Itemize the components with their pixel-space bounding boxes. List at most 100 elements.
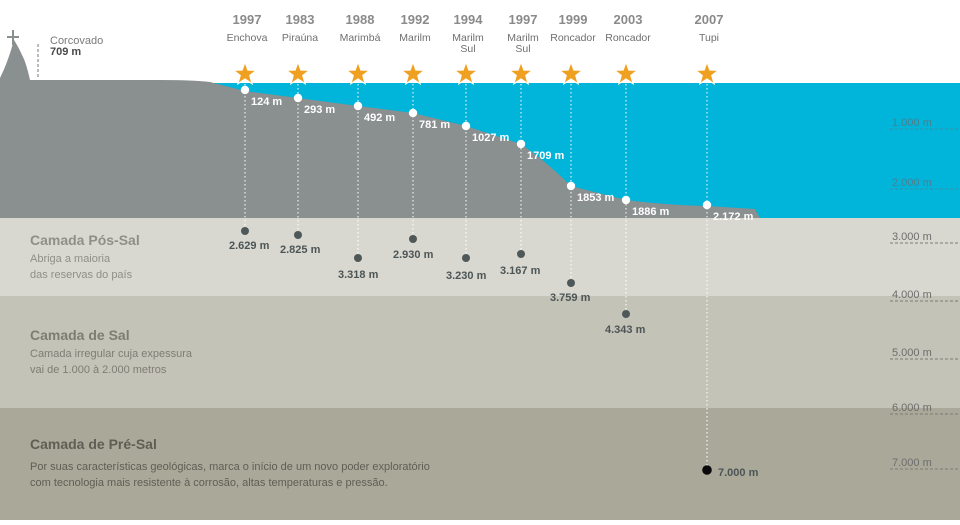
seabed-dot — [293, 93, 303, 103]
pre-sal-desc-line-2: com tecnologia mais resistente à corrosã… — [30, 477, 388, 489]
pos-sal-desc-line-1: Abriga a maioria — [30, 253, 111, 265]
seabed-dot — [408, 108, 418, 118]
total-depth-dot — [241, 227, 249, 235]
platform-star-icon — [231, 60, 259, 86]
depth-scale-label: 3.000 m — [892, 231, 932, 243]
field-year: 2003 — [614, 12, 643, 27]
total-depth-label: 2.825 m — [280, 244, 321, 256]
sal-layer — [0, 296, 960, 408]
total-depth-dot — [622, 310, 630, 318]
field-year: 1983 — [286, 12, 315, 27]
water-depth-label: 2.172 m — [713, 211, 754, 223]
field-marker: 1992 Marilm 781 m 2.930 m — [393, 12, 450, 261]
water-depth-label: 1027 m — [472, 132, 510, 144]
field-year: 1988 — [346, 12, 375, 27]
field-name: Roncador — [605, 32, 651, 44]
field-year: 1997 — [509, 12, 538, 27]
depth-scale-label: 7.000 m — [892, 457, 932, 469]
field-name: Marimbá — [340, 32, 381, 44]
field-marker: 1988 Marimbá 492 m 3.318 m — [338, 12, 395, 281]
platform-star-icon — [557, 60, 585, 86]
field-name: Piraúna — [282, 32, 318, 44]
field-marker: 1997 Enchova 124 m 2.629 m — [227, 12, 283, 252]
seabed-dot — [240, 85, 250, 95]
platform-star-icon — [693, 60, 721, 86]
water-depth-label: 1886 m — [632, 206, 670, 218]
field-name: Roncador — [550, 32, 596, 44]
christ-statue-icon — [7, 30, 19, 45]
field-name: Sul — [515, 43, 530, 55]
corcovado-landmark: Corcovado 709 m — [7, 30, 103, 78]
total-depth-dot — [462, 254, 470, 262]
depth-scale-label: 1.000 m — [892, 117, 932, 129]
platform-star-icon — [284, 60, 312, 86]
water-depth-label: 124 m — [251, 96, 282, 108]
total-depth-label: 3.230 m — [446, 270, 487, 282]
sal-desc-line-1: Camada irregular cuja expessura — [30, 348, 193, 360]
field-year: 2007 — [695, 12, 724, 27]
total-depth-label: 3.759 m — [550, 292, 591, 304]
water-depth-label: 293 m — [304, 104, 335, 116]
sal-title: Camada de Sal — [30, 327, 130, 343]
total-depth-dot — [294, 231, 302, 239]
pre-sal-title: Camada de Pré-Sal — [30, 436, 157, 452]
depth-scale-label: 4.000 m — [892, 289, 932, 301]
sal-desc-line-2: vai de 1.000 à 2.000 metros — [30, 364, 167, 376]
total-depth-dot — [567, 279, 575, 287]
corcovado-height: 709 m — [50, 46, 81, 58]
total-depth-label: 3.318 m — [338, 269, 379, 281]
total-depth-label: 3.167 m — [500, 265, 541, 277]
total-depth-dot — [702, 465, 712, 475]
platform-star-icon — [344, 60, 372, 86]
total-depth-dot — [409, 235, 417, 243]
field-name: Marilm — [507, 32, 539, 44]
depth-scale-label: 5.000 m — [892, 347, 932, 359]
oil-fields: 1997 Enchova 124 m 2.629 m 1983 Piraúna 293 m 2… — [227, 12, 759, 479]
seabed-dot — [702, 200, 712, 210]
platform-star-icon — [399, 60, 427, 86]
platform-star-icon — [612, 60, 640, 86]
corcovado-label: Corcovado — [50, 35, 103, 47]
field-year: 1992 — [401, 12, 430, 27]
field-name: Sul — [460, 43, 475, 55]
seabed-dot — [461, 121, 471, 131]
field-marker: 1983 Piraúna 293 m 2.825 m — [280, 12, 335, 256]
platform-star-icon — [452, 60, 480, 86]
field-name: Marilm — [399, 32, 431, 44]
pre-sal-layer — [0, 408, 960, 520]
field-year: 1997 — [233, 12, 262, 27]
water-depth-label: 1853 m — [577, 192, 615, 204]
field-name: Enchova — [227, 32, 268, 44]
pre-sal-desc-line-1: Por suas características geológicas, mar… — [30, 461, 430, 473]
field-year: 1994 — [454, 12, 484, 27]
seabed-dot — [621, 195, 631, 205]
total-depth-dot — [354, 254, 362, 262]
pos-sal-desc-line-2: das reservas do país — [30, 269, 133, 281]
field-name: Marilm — [452, 32, 484, 44]
total-depth-label: 7.000 m — [718, 467, 759, 479]
depth-scale-label: 6.000 m — [892, 402, 932, 414]
seabed-dot — [353, 101, 363, 111]
pos-sal-title: Camada Pós-Sal — [30, 232, 140, 248]
field-marker: 1999 Roncador 1853 m 3.759 m — [550, 12, 615, 304]
depth-scale-label: 2.000 m — [892, 177, 932, 189]
water-depth-label: 781 m — [419, 119, 450, 131]
field-marker: 2003 Roncador 1886 m 4.343 m — [605, 12, 670, 336]
field-year: 1999 — [559, 12, 588, 27]
seabed-dot — [566, 181, 576, 191]
field-marker: 2007 Tupi 2.172 m 7.000 m — [693, 12, 759, 479]
seabed-dot — [516, 139, 526, 149]
seabed-profile — [0, 40, 760, 218]
total-depth-label: 2.629 m — [229, 240, 270, 252]
total-depth-label: 2.930 m — [393, 249, 434, 261]
depth-scale: 1.000 m 2.000 m 3.000 m 4.000 m 5.000 m 6.000… — [890, 117, 958, 470]
total-depth-label: 4.343 m — [605, 324, 646, 336]
water-depth-label: 1709 m — [527, 150, 565, 162]
pos-sal-layer — [0, 218, 960, 296]
water-depth-label: 492 m — [364, 112, 395, 124]
platform-star-icon — [507, 60, 535, 86]
